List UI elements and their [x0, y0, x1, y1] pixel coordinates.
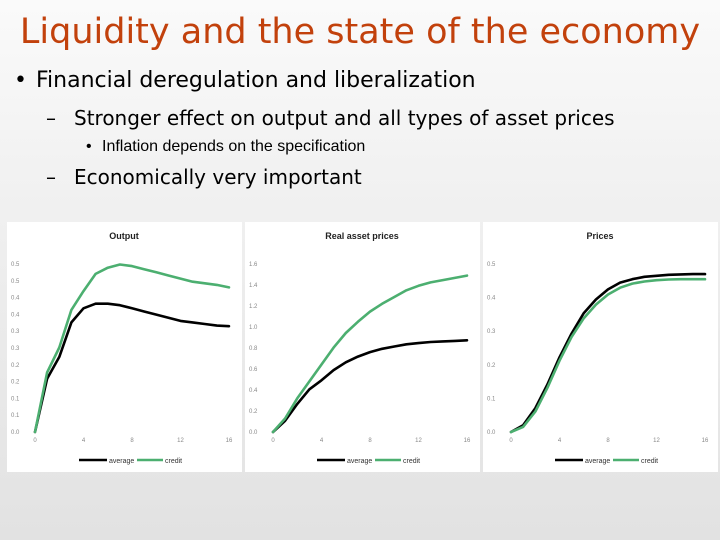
series-line-average — [509, 272, 707, 434]
series-line-average — [271, 339, 469, 434]
series-line-credit — [33, 263, 231, 434]
legend-label-average: average — [347, 458, 372, 465]
x-tick-label: 0 — [509, 438, 513, 444]
y-tick-label: 0.2 — [11, 363, 20, 369]
y-tick-label: 0.3 — [11, 346, 20, 352]
legend-label-credit: credit — [403, 458, 420, 465]
bullet-level1: • Financial deregulation and liberalizati… — [14, 68, 476, 93]
x-tick-label: 0 — [271, 438, 275, 444]
series-line-credit — [271, 274, 469, 434]
y-tick-label: 0.2 — [11, 380, 20, 386]
bullet-dot: • — [14, 68, 27, 93]
x-tick-label: 12 — [653, 438, 660, 444]
y-tick-label: 0.3 — [11, 329, 20, 335]
y-tick-label: 0.0 — [11, 430, 20, 436]
x-tick-label: 16 — [464, 438, 471, 444]
bullet-level2-b: – Economically very important — [46, 165, 362, 189]
y-tick-label: 0.5 — [11, 262, 20, 268]
y-tick-label: 0.5 — [11, 279, 20, 285]
y-tick-label: 1.6 — [249, 262, 258, 268]
legend-label-average: average — [585, 458, 610, 465]
y-tick-label: 0.4 — [11, 296, 20, 302]
bullet-dash: – — [46, 165, 56, 189]
y-tick-label: 0.2 — [487, 363, 496, 369]
x-tick-label: 16 — [226, 438, 233, 444]
bullet-dash: – — [46, 106, 56, 130]
chart-title: Real asset prices — [325, 231, 399, 241]
y-tick-label: 1.0 — [249, 325, 258, 331]
series-line-average — [33, 302, 231, 434]
chart-panel-prices: Prices 0.0 0.1 0.2 0.3 0.4 0.5 0 4 8 12 16 average cr… — [483, 222, 718, 472]
x-tick-label: 8 — [368, 438, 372, 444]
chart-output: Output 0.0 0.1 0.1 0.2 0.2 0.3 0.3 0.4 0.4 0.5 0.5 0… — [11, 231, 233, 465]
y-tick-label: 0.1 — [11, 396, 20, 402]
y-tick-label: 0.3 — [487, 329, 496, 335]
legend-label-credit: credit — [165, 458, 182, 465]
x-tick-label: 16 — [702, 438, 709, 444]
y-tick-label: 0.4 — [487, 296, 496, 302]
chart-title: Prices — [586, 231, 613, 241]
slide-title: Liquidity and the state of the economy — [19, 12, 701, 52]
x-tick-label: 8 — [606, 438, 610, 444]
x-tick-label: 12 — [415, 438, 422, 444]
y-tick-label: 0.4 — [11, 312, 20, 318]
bullet-level3: • Inflation depends on the specification — [86, 138, 365, 156]
y-tick-label: 0.0 — [249, 430, 258, 436]
chart-panel-real-asset-prices: Real asset prices 0.0 0.2 0.4 0.6 0.8 1.0 1.2 1.… — [245, 222, 480, 472]
series-line-credit — [509, 277, 707, 434]
y-tick-label: 0.4 — [249, 388, 258, 394]
y-tick-label: 0.6 — [249, 367, 258, 373]
chart-real-asset-prices: Real asset prices 0.0 0.2 0.4 0.6 0.8 1.0 1.2 1.… — [249, 231, 471, 465]
bullet-level1-text: Financial deregulation and liberalizatio… — [36, 68, 476, 93]
legend-label-credit: credit — [641, 458, 658, 465]
x-tick-label: 0 — [33, 438, 37, 444]
y-tick-label: 0.0 — [487, 430, 496, 436]
bullet-level3-text: Inflation depends on the specification — [102, 138, 366, 155]
y-tick-label: 0.5 — [487, 262, 496, 268]
x-tick-label: 4 — [320, 438, 324, 444]
y-tick-label: 0.8 — [249, 346, 258, 352]
x-tick-label: 4 — [82, 438, 86, 444]
y-tick-label: 1.4 — [249, 283, 258, 289]
x-tick-label: 12 — [177, 438, 184, 444]
legend-label-average: average — [109, 458, 134, 465]
bullet-level2-a-text: Stronger effect on output and all types … — [74, 106, 615, 130]
chart-title: Output — [109, 231, 139, 241]
chart-prices: Prices 0.0 0.1 0.2 0.3 0.4 0.5 0 4 8 12 16 average cr… — [487, 231, 709, 465]
chart-panel-output: Output 0.0 0.1 0.1 0.2 0.2 0.3 0.3 0.4 0.4 0.5 0.5 0… — [7, 222, 242, 472]
bullet-level2-a: – Stronger effect on output and all types… — [46, 106, 615, 130]
bullet-dot-small: • — [86, 138, 92, 155]
y-tick-label: 1.2 — [249, 304, 258, 310]
y-tick-label: 0.1 — [487, 396, 496, 402]
x-tick-label: 8 — [130, 438, 134, 444]
x-tick-label: 4 — [558, 438, 562, 444]
y-tick-label: 0.1 — [11, 413, 20, 419]
bullet-level2-b-text: Economically very important — [74, 165, 362, 189]
y-tick-label: 0.2 — [249, 409, 258, 415]
